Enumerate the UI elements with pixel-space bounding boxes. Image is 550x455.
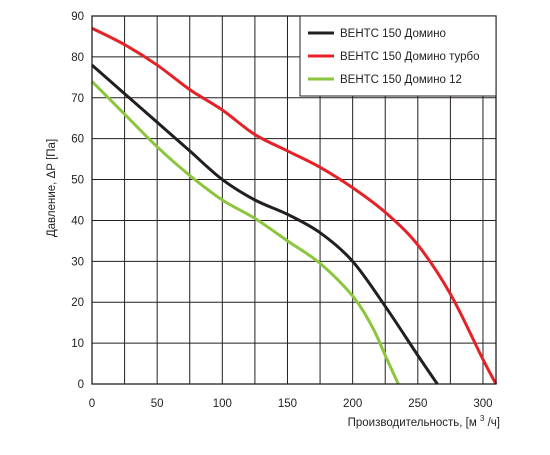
legend-label-3: ВЕНТС 150 Домино 12 xyxy=(340,74,462,86)
x-tick-label: 50 xyxy=(151,398,164,410)
x-tick-label: 100 xyxy=(213,398,232,410)
legend: ВЕНТС 150 Домино ВЕНТС 150 Домино турбо ВЕ… xyxy=(299,15,497,97)
x-axis-title-main: Производительность, [м xyxy=(348,417,477,429)
x-axis-title-tail: /ч] xyxy=(488,417,500,429)
y-axis-title: Давление, ΔР [Па] xyxy=(46,139,58,237)
y-tick-label: 0 xyxy=(78,379,84,391)
plot-border xyxy=(91,15,497,385)
y-tick-label: 60 xyxy=(71,134,84,146)
y-tick-label: 80 xyxy=(71,52,84,64)
x-axis-title-superscript: 3 xyxy=(480,414,485,423)
y-tick-label: 90 xyxy=(71,11,84,23)
legend-items: ВЕНТС 150 Домино ВЕНТС 150 Домино турбо ВЕ… xyxy=(308,28,480,86)
series-line-1 xyxy=(91,63,439,385)
x-tick-label: 150 xyxy=(278,398,297,410)
legend-label-1: ВЕНТС 150 Домино xyxy=(340,28,446,40)
x-tick-label: 0 xyxy=(89,398,95,410)
y-tick-label: 50 xyxy=(71,175,84,187)
x-tick-label: 250 xyxy=(408,398,427,410)
legend-label-2: ВЕНТС 150 Домино турбо xyxy=(340,51,480,63)
series-line-2 xyxy=(91,26,498,385)
y-tick-label: 20 xyxy=(71,297,84,309)
y-tick-label: 40 xyxy=(71,215,84,227)
tick-labels: 0 50 100 150 200 250 300 0 10 20 30 40 50 60 70 80 90 xyxy=(71,11,492,410)
x-tick-label: 300 xyxy=(473,398,492,410)
y-tick-label: 10 xyxy=(71,338,84,350)
series-line-3 xyxy=(90,80,400,385)
y-tick-label: 70 xyxy=(71,93,84,105)
x-tick-label: 200 xyxy=(343,398,362,410)
series-lines xyxy=(90,26,498,385)
y-tick-label: 30 xyxy=(71,256,84,268)
x-axis-title: Производительность, [м 3 /ч] xyxy=(348,412,500,429)
plot-frame xyxy=(91,15,497,385)
